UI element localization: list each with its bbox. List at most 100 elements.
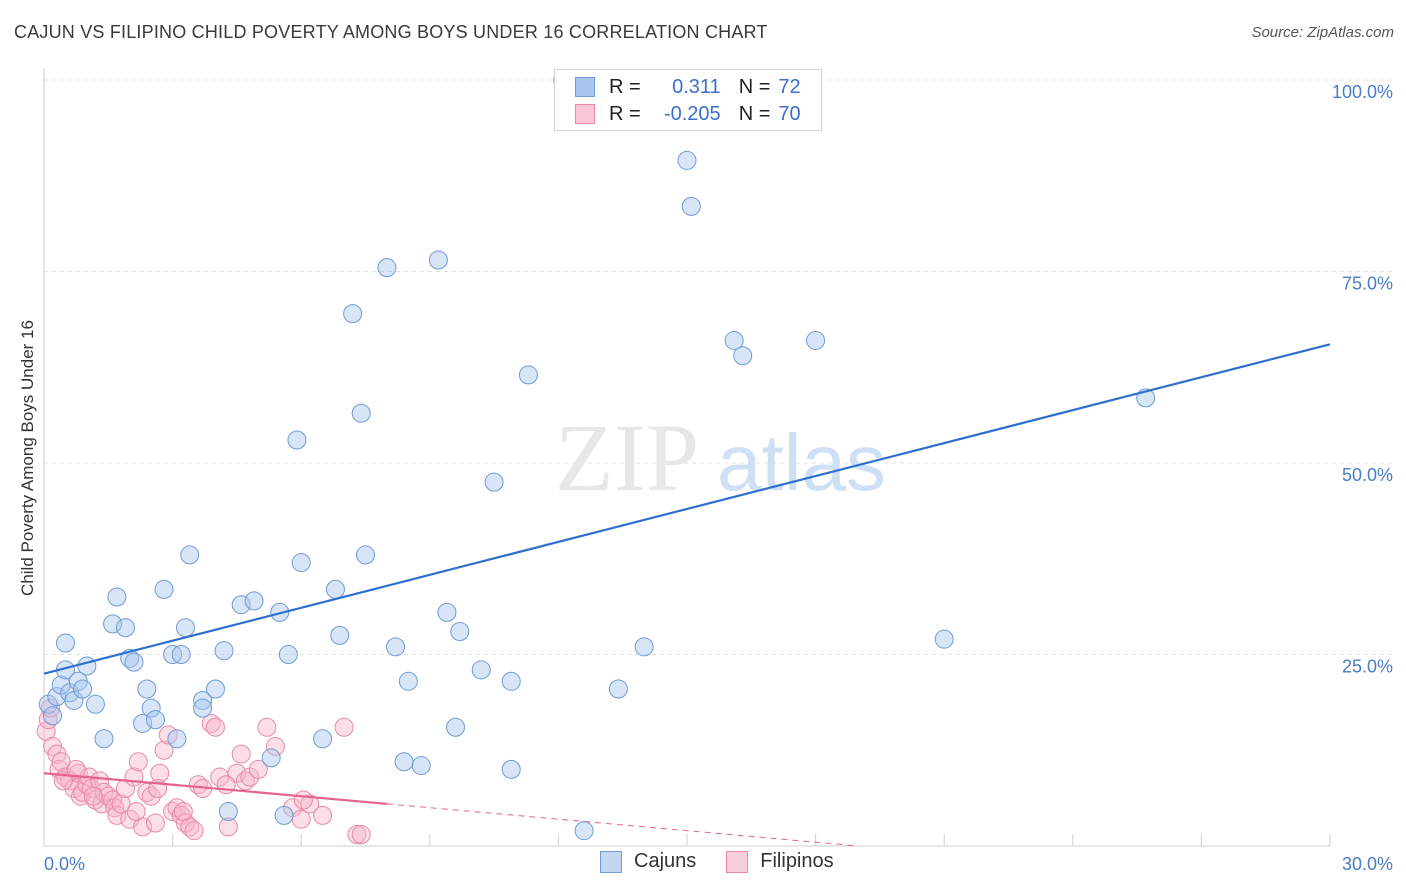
filipino-point [334, 717, 354, 737]
legend-r-value: 0.311 [672, 75, 721, 98]
cajun-point [501, 671, 521, 691]
cajun-point [43, 706, 63, 726]
cajun-point [231, 595, 251, 615]
cajun-point [411, 756, 431, 776]
cajun-legend-swatch [600, 850, 622, 873]
cajun-point [94, 729, 114, 749]
filipino-point [231, 744, 251, 764]
cajun-point [274, 805, 294, 825]
legend-r-label: R = [609, 75, 641, 98]
filipino-point [173, 802, 193, 822]
cajun-point [806, 330, 826, 350]
cajun-point [141, 698, 161, 718]
cajun-point [115, 618, 135, 638]
cajun-point [428, 250, 448, 270]
cajun-point [343, 304, 363, 324]
cajun-point [145, 710, 165, 730]
cajun-point [398, 671, 418, 691]
cajun-trend-line [43, 343, 1331, 675]
cajun-point [330, 625, 350, 645]
cajun-point [437, 602, 457, 622]
filipino-legend-swatch [726, 850, 749, 873]
filipino-point [126, 802, 146, 822]
legend-row-filipinos: R = -0.205 N = 70 [575, 100, 801, 128]
legend-n-value: 70 [778, 102, 801, 125]
filipino-point [83, 786, 103, 806]
legend-item-cajuns[interactable]: Cajuns [600, 850, 696, 873]
cajun-point [386, 637, 406, 657]
cajun-point [934, 629, 954, 649]
cajun-point [77, 656, 97, 676]
filipino-point [107, 805, 127, 825]
filipino-point [145, 813, 165, 833]
watermark-atlas: atlas [717, 418, 886, 507]
filipino-point [128, 752, 148, 772]
chart-title: CAJUN VS FILIPINO CHILD POVERTY AMONG BO… [14, 22, 768, 42]
filipino-point [184, 821, 204, 841]
legend-n-label: N = [738, 75, 771, 98]
cajun-point [446, 717, 466, 737]
cajun-point [261, 748, 281, 768]
watermark-zip: ZIP [555, 404, 699, 511]
legend-r-label: R = [609, 102, 641, 125]
legend-r-value: -0.205 [663, 102, 721, 125]
cajun-point [214, 641, 234, 661]
series-legend: Cajuns Filipinos [600, 850, 864, 873]
cajun-point [450, 622, 470, 642]
cajun-point [574, 821, 594, 841]
cajun-point [193, 690, 213, 710]
filipino-trend-extension [386, 803, 859, 847]
legend-n-value: 72 [778, 75, 801, 98]
cajun-point [724, 330, 744, 350]
source-label: Source: ZipAtlas.com [1251, 24, 1394, 41]
cajun-point [518, 365, 538, 385]
filipino-point [205, 717, 225, 737]
filipino-swatch [575, 104, 595, 124]
filipino-legend-label: Filipinos [760, 850, 834, 872]
cajun-point [85, 694, 105, 714]
cajun-point [133, 713, 153, 733]
cajun-point [351, 403, 371, 423]
filipino-points [36, 698, 371, 845]
stats-legend: R = 0.311 N = 72 R = -0.205 N = 70 [554, 69, 822, 131]
cajun-point [325, 579, 345, 599]
cajun-point [154, 579, 174, 599]
grid-lines [44, 79, 1392, 655]
y-tick-label: 100.0% [1332, 82, 1393, 102]
cajun-point [175, 618, 195, 638]
filipino-point [51, 752, 71, 772]
tick-labels: 25.0% 50.0% 75.0% 100.0% 0.0% 30.0% [44, 82, 1393, 874]
cajun-point [278, 645, 298, 664]
cajun-point [681, 196, 701, 216]
cajun-point [167, 729, 187, 749]
cajun-point [394, 752, 414, 772]
cajun-point [205, 679, 225, 699]
cajun-point [733, 346, 753, 366]
legend-item-filipinos[interactable]: Filipinos [726, 850, 834, 873]
cajun-point [501, 759, 521, 779]
cajun-swatch [575, 77, 595, 97]
cajun-point [73, 679, 93, 699]
filipino-point [257, 717, 277, 737]
x-tick-label: 30.0% [1342, 854, 1393, 874]
filipino-point [265, 736, 285, 756]
filipino-point [293, 790, 313, 810]
legend-row-cajuns: R = 0.311 N = 72 [575, 73, 801, 101]
filipino-point [111, 794, 131, 814]
cajun-point [287, 430, 307, 450]
cajun-legend-label: Cajuns [634, 850, 697, 872]
x-tick-label: 0.0% [44, 854, 85, 874]
filipino-point [347, 825, 367, 845]
filipino-point [218, 817, 238, 837]
filipino-point [150, 763, 170, 783]
y-tick-label: 50.0% [1342, 465, 1393, 485]
y-tick-label: 25.0% [1342, 657, 1393, 677]
cajun-point [180, 545, 200, 565]
filipino-point [248, 759, 268, 779]
trend-lines [43, 343, 1331, 847]
cajun-point [244, 591, 264, 611]
filipino-point [351, 825, 371, 845]
cajun-point [124, 652, 144, 672]
cajun-point [103, 614, 123, 634]
